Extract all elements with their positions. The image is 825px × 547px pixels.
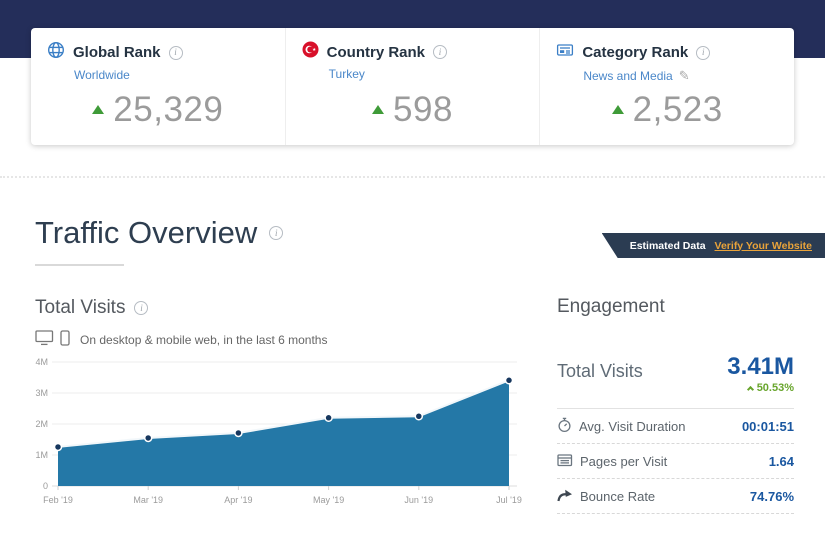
svg-text:Mar '19: Mar '19	[133, 495, 163, 505]
country-rank-column: Country Rank i Turkey 598	[284, 28, 540, 145]
svg-text:1M: 1M	[35, 450, 48, 460]
avg-visit-duration-value: 00:01:51	[741, 418, 794, 434]
info-icon[interactable]: i	[269, 226, 284, 240]
turkey-flag-icon	[302, 41, 319, 63]
info-icon[interactable]: i	[696, 45, 711, 60]
bounce-rate-value: 74.76%	[749, 488, 794, 504]
desktop-icon	[35, 330, 55, 349]
rank-up-arrow-icon	[92, 105, 105, 114]
title-underline	[35, 264, 124, 266]
svg-text:4M: 4M	[35, 357, 48, 367]
chevron-up-icon	[746, 386, 754, 394]
pages-per-visit-value: 1.64	[768, 453, 794, 469]
edit-category-icon[interactable]: ✎	[678, 68, 690, 83]
svg-text:Jul '19: Jul '19	[496, 495, 522, 505]
svg-text:Feb '19: Feb '19	[43, 495, 73, 505]
globe-icon	[47, 41, 65, 64]
verify-website-link[interactable]: Verify Your Website	[714, 239, 812, 252]
category-rank-value: 2,523	[632, 90, 723, 129]
svg-text:2M: 2M	[35, 419, 48, 429]
global-rank-title: Global Rank	[73, 44, 161, 61]
rank-up-arrow-icon	[372, 105, 385, 114]
svg-text:Apr '19: Apr '19	[224, 495, 252, 505]
country-link[interactable]: Turkey	[328, 67, 365, 81]
svg-text:0: 0	[43, 481, 48, 491]
engagement-panel: Engagement Total Visits 3.41M 50.53%	[557, 296, 794, 515]
country-rank-value: 598	[393, 90, 453, 129]
total-visits-heading: Total Visits	[35, 297, 126, 318]
svg-text:Jun '19: Jun '19	[404, 495, 433, 505]
info-icon[interactable]: i	[433, 45, 448, 59]
stopwatch-icon	[557, 417, 572, 436]
svg-text:3M: 3M	[35, 388, 48, 398]
worldwide-link[interactable]: Worldwide	[74, 68, 130, 82]
page-title: Traffic Overview	[35, 215, 258, 250]
total-visits-chart[interactable]: 0 1M 2M 3M 4M Feb '19 Mar '19 Apr '19 May '19 Jun…	[28, 352, 522, 512]
mobile-icon	[60, 330, 70, 349]
engagement-total-visits-change: 50.53%	[727, 382, 794, 394]
rank-up-arrow-icon	[611, 105, 624, 114]
avg-visit-duration-label: Avg. Visit Duration	[579, 418, 686, 434]
engagement-total-visits-label: Total Visits	[557, 361, 643, 381]
pages-per-visit-label: Pages per Visit	[580, 453, 668, 469]
bounce-rate-row: Bounce Rate 74.76%	[557, 479, 794, 515]
total-visits-caption: On desktop & mobile web, in the last 6 m…	[80, 332, 328, 347]
bounce-rate-label: Bounce Rate	[580, 488, 656, 504]
bounce-arrow-icon	[557, 488, 573, 505]
section-divider	[0, 176, 825, 178]
category-rank-title: Category Rank	[582, 44, 689, 61]
avg-visit-duration-row: Avg. Visit Duration 00:01:51	[557, 409, 794, 445]
pages-icon	[557, 453, 573, 470]
engagement-total-visits-row: Total Visits 3.41M 50.53%	[557, 353, 794, 410]
rank-summary-card: Global Rank i Worldwide 25,329	[31, 28, 794, 145]
country-rank-title: Country Rank	[326, 43, 426, 61]
engagement-total-visits-value: 3.41M	[727, 353, 794, 380]
category-link[interactable]: News and Media	[583, 69, 673, 83]
info-icon[interactable]: i	[134, 301, 149, 315]
newspaper-icon	[556, 41, 574, 64]
estimated-data-ribbon: Estimated Data Verify Your Website	[601, 233, 825, 258]
svg-text:May '19: May '19	[313, 495, 344, 505]
info-icon[interactable]: i	[168, 45, 183, 60]
global-rank-value: 25,329	[113, 90, 224, 129]
category-rank-column: Category Rank i News and Media ✎ 2,523	[539, 28, 794, 145]
engagement-heading: Engagement	[557, 296, 665, 317]
estimated-data-label: Estimated Data	[629, 239, 706, 252]
pages-per-visit-row: Pages per Visit 1.64	[557, 444, 794, 480]
global-rank-column: Global Rank i Worldwide 25,329	[31, 28, 285, 145]
